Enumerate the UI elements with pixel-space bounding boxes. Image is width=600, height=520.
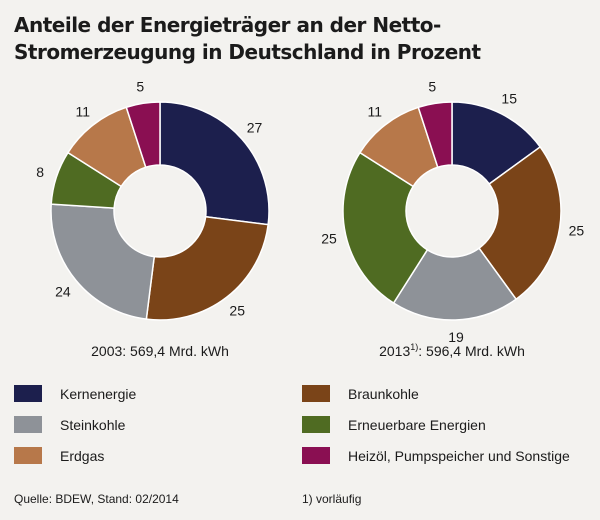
slice-2003-kernenergie <box>159 101 270 226</box>
value-label-2013-steinkohle: 19 <box>448 329 464 345</box>
chart-title: Anteile der Energieträger an der Netto-S… <box>14 13 481 64</box>
value-label-2003-steinkohle: 24 <box>55 283 71 299</box>
caption-2013-value: : 596,4 Mrd. kWh <box>418 343 525 359</box>
caption-2013-footnote-mark: 1) <box>410 342 418 352</box>
value-label-2013-erdgas: 11 <box>368 103 383 119</box>
slice-2013-heizoel-pumpspeicher-und-sonstige <box>417 101 453 169</box>
legend-swatch-erdgas <box>14 447 42 464</box>
footnote: 1) vorläufig <box>302 492 362 506</box>
value-label-2013-braunkohle: 25 <box>569 223 585 239</box>
legend-label-kernenergie: Kernenergie <box>60 385 137 402</box>
slice-2003-steinkohle <box>50 203 156 320</box>
caption-2013-year: 2013 <box>379 343 410 359</box>
legend-label-braunkohle: Braunkohle <box>348 385 419 402</box>
caption-2013: 20131): 596,4 Mrd. kWh <box>379 342 525 359</box>
value-label-2003-erdgas: 11 <box>76 103 91 119</box>
legend-erneuerbare: Erneuerbare Energien <box>302 416 486 433</box>
source-note: Quelle: BDEW, Stand: 02/2014 <box>14 492 179 506</box>
legend-braunkohle: Braunkohle <box>302 385 419 402</box>
legend-sonstige: Heizöl, Pumpspeicher und Sonstige <box>302 447 570 464</box>
caption-2003: 2003: 569,4 Mrd. kWh <box>91 343 229 359</box>
legend-label-erneuerbare: Erneuerbare Energien <box>348 416 486 433</box>
legend-steinkohle: Steinkohle <box>14 416 125 433</box>
legend-swatch-erneuerbare <box>302 416 330 433</box>
legend-swatch-braunkohle <box>302 385 330 402</box>
legend-label-erdgas: Erdgas <box>60 447 105 464</box>
value-label-2013-heizoel-pumpspeicher-und-sonstige: 5 <box>428 79 436 95</box>
value-label-2003-heizoel-pumpspeicher-und-sonstige: 5 <box>136 79 144 95</box>
value-label-2013-erneuerbare-energien: 25 <box>321 231 337 247</box>
slice-2003-heizoel-pumpspeicher-und-sonstige <box>125 101 161 169</box>
value-label-2003-kernenergie: 27 <box>247 120 263 136</box>
slice-2013-braunkohle <box>477 145 562 301</box>
slice-2003-braunkohle <box>145 215 269 321</box>
value-label-2013-kernenergie: 15 <box>501 91 517 107</box>
donut-2003: 27 25 24 8 11 5 <box>36 79 270 321</box>
slice-2013-steinkohle <box>392 247 518 321</box>
legend-label-steinkohle: Steinkohle <box>60 416 126 433</box>
legend-kernenergie: Kernenergie <box>14 385 136 402</box>
legend-swatch-steinkohle <box>14 416 42 433</box>
value-label-2003-braunkohle: 25 <box>229 303 245 319</box>
slice-2013-erneuerbare-energien <box>342 151 429 305</box>
legend-swatch-kernenergie <box>14 385 42 402</box>
value-label-2003-erneuerbare-energien: 8 <box>36 164 44 180</box>
legend-label-sonstige: Heizöl, Pumpspeicher und Sonstige <box>348 447 570 464</box>
legend-erdgas: Erdgas <box>14 447 104 464</box>
donut-2013: 15 25 19 25 11 5 <box>321 79 584 345</box>
legend-swatch-sonstige <box>302 447 330 464</box>
